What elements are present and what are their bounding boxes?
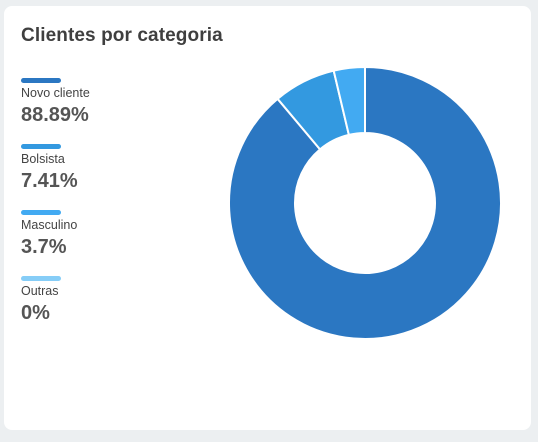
legend-label: Novo cliente <box>21 86 90 100</box>
legend-item-novo-cliente[interactable]: Novo cliente 88.89% <box>21 78 161 144</box>
legend-label: Masculino <box>21 218 78 232</box>
legend-value: 3.7% <box>21 236 67 258</box>
legend-value: 0% <box>21 302 50 324</box>
legend-item-bolsista[interactable]: Bolsista 7.41% <box>21 144 161 210</box>
legend-value: 7.41% <box>21 170 78 192</box>
legend-item-outras[interactable]: Outras 0% <box>21 276 161 342</box>
donut-chart <box>228 65 502 340</box>
legend-swatch <box>21 276 61 281</box>
legend-value: 88.89% <box>21 104 89 126</box>
chart-legend: Novo cliente 88.89% Bolsista 7.41% Mascu… <box>21 78 161 342</box>
legend-label: Bolsista <box>21 152 65 166</box>
chart-card: Clientes por categoria Novo cliente 88.8… <box>4 6 531 430</box>
donut-slice-novo-cliente[interactable] <box>228 65 502 340</box>
legend-swatch <box>21 78 61 83</box>
chart-title: Clientes por categoria <box>21 25 223 46</box>
donut-slice-masculino[interactable] <box>332 65 366 137</box>
legend-item-masculino[interactable]: Masculino 3.7% <box>21 210 161 276</box>
legend-label: Outras <box>21 284 59 298</box>
legend-swatch <box>21 210 61 215</box>
legend-swatch <box>21 144 61 149</box>
